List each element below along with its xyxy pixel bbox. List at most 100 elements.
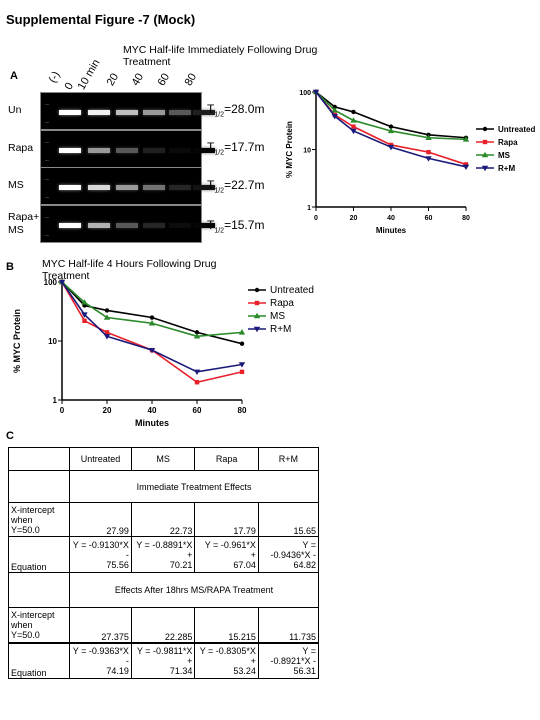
blot-band bbox=[169, 110, 191, 115]
ladder-mark: — bbox=[45, 214, 49, 219]
data-point bbox=[425, 156, 432, 162]
table-cell bbox=[7, 470, 71, 503]
lane-label: 10 min bbox=[75, 57, 103, 92]
data-point bbox=[350, 128, 357, 135]
data-point bbox=[351, 124, 356, 129]
blot-band bbox=[193, 110, 215, 115]
legend-label: Rapa bbox=[270, 298, 294, 309]
western-blot-rapa: — — bbox=[40, 130, 215, 168]
blot-band bbox=[59, 185, 81, 190]
data-point bbox=[238, 329, 246, 335]
lane-label: (-) bbox=[46, 69, 63, 85]
blot-band bbox=[143, 185, 165, 190]
blot-band bbox=[59, 148, 81, 153]
blot-band bbox=[116, 223, 138, 228]
western-blot-un: — — bbox=[40, 92, 215, 130]
data-point bbox=[82, 318, 87, 323]
data-point bbox=[463, 162, 469, 167]
blot-band bbox=[116, 110, 138, 115]
y-tick-label: 100 bbox=[44, 278, 58, 287]
table-cell bbox=[7, 572, 71, 608]
lane-label: 80 bbox=[182, 71, 200, 88]
series-line bbox=[315, 91, 467, 139]
data-point bbox=[387, 144, 395, 151]
table-cell: Y = -0.8305*X +53.24 bbox=[194, 642, 259, 679]
blot-band bbox=[116, 185, 138, 190]
legend-label: Rapa bbox=[498, 138, 518, 147]
data-point bbox=[254, 300, 260, 306]
row-name-un: Un bbox=[8, 104, 22, 116]
data-point bbox=[103, 334, 111, 340]
legend-label: Untreated bbox=[498, 125, 535, 134]
blot-band bbox=[143, 148, 165, 153]
data-point bbox=[482, 139, 488, 145]
series-line bbox=[61, 281, 243, 384]
table-cell: Y = -0.9436*X -64.82 bbox=[257, 536, 320, 573]
blot-band bbox=[193, 223, 215, 228]
legend-label: MS bbox=[498, 151, 511, 160]
data-point bbox=[193, 333, 201, 339]
table-cell: 11.735 bbox=[257, 607, 320, 643]
data-point bbox=[81, 299, 88, 305]
data-point bbox=[103, 314, 111, 320]
series-line bbox=[61, 281, 243, 338]
blot-band bbox=[193, 185, 215, 190]
data-point bbox=[388, 124, 394, 129]
data-point bbox=[426, 149, 431, 155]
data-point bbox=[481, 165, 489, 172]
western-blot-rapa-ms: — — bbox=[40, 205, 215, 243]
ladder-mark: — bbox=[45, 232, 49, 237]
blot-band bbox=[169, 223, 191, 228]
x-tick-label: 0 bbox=[314, 215, 318, 222]
x-tick-label: 60 bbox=[193, 406, 202, 415]
lane-label: 20 bbox=[104, 71, 122, 88]
table-section-row: Immediate Treatment Effects bbox=[7, 470, 319, 503]
x-tick-label: 20 bbox=[350, 215, 358, 222]
x-tick-label: 20 bbox=[103, 406, 112, 415]
panel-a-label: A bbox=[10, 70, 18, 82]
figure-title: Supplemental Figure -7 (Mock) bbox=[6, 12, 196, 27]
data-point bbox=[58, 279, 66, 286]
table-cell: 27.375 bbox=[69, 607, 132, 643]
table-section-title: Effects After 18hrs MS/RAPA Treatment bbox=[69, 572, 319, 608]
table-cell: Y = -0.9130*X -75.56 bbox=[69, 536, 132, 573]
panel-a-heading: MYC Half-life Immediately Following Drug… bbox=[123, 44, 318, 68]
table-row-label: Equation bbox=[7, 536, 71, 573]
data-point bbox=[312, 89, 320, 96]
data-point bbox=[253, 326, 261, 333]
data-point bbox=[462, 136, 470, 142]
blot-band bbox=[143, 223, 165, 228]
blot-band bbox=[88, 148, 110, 153]
series-line bbox=[315, 91, 467, 141]
lane-label: 40 bbox=[129, 71, 147, 88]
y-tick-label: 10 bbox=[303, 148, 311, 155]
data-point bbox=[193, 369, 201, 376]
panel-c-label: C bbox=[6, 430, 14, 442]
data-point bbox=[149, 315, 155, 320]
series-line bbox=[61, 281, 243, 373]
row-name-rapa: Rapa bbox=[8, 142, 34, 154]
table-row: X-intercept when Y=50.0 27.375 22.285 15.… bbox=[7, 607, 320, 643]
data-point bbox=[332, 104, 337, 110]
table-cell: Y = -0.9811*X +71.34 bbox=[130, 642, 196, 679]
data-point bbox=[425, 134, 432, 140]
table-row: X-intercept when Y=50.0 27.99 22.73 17.79… bbox=[7, 502, 320, 537]
data-point bbox=[239, 369, 245, 375]
data-point bbox=[104, 330, 110, 335]
series-line bbox=[61, 281, 243, 345]
x-tick-label: 80 bbox=[462, 215, 470, 222]
table-cell: Y = -0.8921*X -56.31 bbox=[257, 642, 320, 679]
table-section-title: Immediate Treatment Effects bbox=[69, 470, 319, 503]
table-row: Equation Y = -0.9363*X -74.19 Y = -0.981… bbox=[7, 642, 320, 679]
table-header-cell: Rapa bbox=[194, 447, 259, 471]
data-point bbox=[194, 330, 200, 335]
blot-band bbox=[59, 223, 81, 228]
table-cell: 15.65 bbox=[257, 502, 320, 537]
table-cell: 22.73 bbox=[130, 502, 196, 537]
data-point bbox=[148, 320, 156, 326]
y-axis-label: % MYC Protein bbox=[12, 309, 22, 373]
data-point bbox=[481, 151, 489, 158]
blot-band bbox=[88, 185, 110, 190]
row-name-rapa-ms: Rapa+ MS bbox=[8, 211, 40, 236]
blot-band bbox=[169, 185, 191, 190]
